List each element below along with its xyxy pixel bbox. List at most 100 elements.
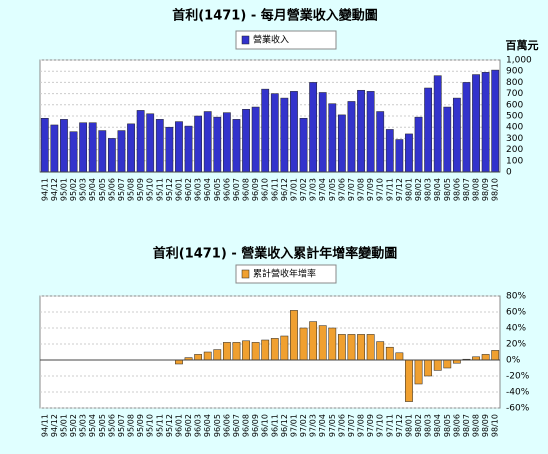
bar — [452, 97, 461, 173]
bar — [213, 116, 222, 173]
x-tick-label: 96/11 — [270, 178, 279, 201]
x-tick-label: 98/10 — [491, 414, 500, 437]
x-tick-label: 97/01 — [289, 414, 298, 437]
x-tick-label: 98/05 — [443, 178, 452, 201]
bar — [481, 72, 490, 173]
x-tick-label: 95/08 — [127, 414, 136, 437]
bar — [366, 91, 375, 173]
bar — [424, 87, 433, 173]
bar — [376, 341, 385, 361]
bar — [184, 125, 193, 173]
y-tick-label: 0 — [506, 168, 512, 178]
bar — [146, 113, 155, 173]
bar — [136, 110, 145, 173]
x-tick-label: 95/02 — [69, 178, 78, 201]
bar — [222, 112, 231, 173]
y-tick-label: -20% — [506, 372, 530, 382]
x-tick-label: 97/07 — [347, 414, 356, 437]
bar — [337, 114, 346, 173]
bar — [251, 342, 260, 361]
x-tick-label: 96/07 — [232, 178, 241, 201]
x-tick-label: 98/05 — [443, 414, 452, 437]
y-tick-label: 200 — [506, 145, 523, 155]
bar — [433, 75, 442, 173]
x-tick-label: 96/04 — [203, 414, 212, 437]
bar — [472, 74, 480, 173]
bar — [107, 138, 116, 173]
x-tick-label: 96/01 — [174, 414, 183, 437]
bar — [357, 89, 365, 173]
bar — [242, 109, 250, 173]
x-tick-label: 98/10 — [491, 178, 500, 201]
bar — [395, 352, 404, 361]
bar — [175, 359, 183, 365]
x-tick-label: 96/08 — [242, 414, 251, 437]
bar — [290, 310, 298, 361]
x-tick-label: 97/04 — [318, 178, 327, 201]
x-tick-label: 98/03 — [424, 414, 433, 437]
bar — [443, 359, 452, 369]
x-tick-label: 97/06 — [337, 414, 346, 437]
x-tick-label: 98/03 — [424, 178, 433, 201]
x-tick-label: 98/04 — [433, 414, 442, 437]
x-tick-label: 98/02 — [414, 414, 423, 437]
x-tick-label: 95/12 — [165, 414, 174, 437]
bar — [60, 119, 68, 173]
x-tick-label: 97/05 — [328, 414, 337, 437]
y-tick-label: 60% — [506, 308, 526, 318]
bar — [414, 116, 423, 173]
bar — [405, 133, 413, 173]
x-tick-label: 95/07 — [117, 414, 126, 437]
x-tick-label: 96/12 — [280, 414, 289, 437]
x-tick-label: 98/01 — [404, 178, 413, 201]
bar — [347, 334, 356, 361]
x-tick-label: 98/07 — [462, 414, 471, 437]
x-tick-label: 96/09 — [251, 178, 260, 201]
x-tick-label: 95/11 — [155, 178, 164, 201]
legend-swatch — [241, 269, 250, 279]
x-tick-label: 97/11 — [385, 178, 394, 201]
y-tick-label: 600 — [506, 100, 523, 110]
bar — [127, 123, 135, 173]
bar — [117, 130, 126, 173]
x-tick-label: 95/09 — [136, 414, 145, 437]
y-tick-label: 700 — [506, 89, 523, 99]
legend-swatch — [241, 35, 250, 45]
x-tick-label: 96/05 — [213, 414, 222, 437]
x-tick-label: 95/10 — [146, 178, 155, 201]
bar — [309, 82, 318, 173]
x-tick-label: 96/08 — [242, 178, 251, 201]
x-tick-label: 96/02 — [184, 178, 193, 201]
x-tick-label: 97/10 — [376, 178, 385, 201]
x-tick-label: 96/02 — [184, 414, 193, 437]
bar — [357, 334, 365, 361]
y-axis-label: 百萬元 — [506, 38, 539, 52]
x-tick-label: 98/02 — [414, 178, 423, 201]
x-tick-label: 95/05 — [98, 178, 107, 201]
y-tick-label: 40% — [506, 324, 526, 334]
bar — [69, 131, 78, 173]
x-tick-label: 98/09 — [481, 178, 490, 201]
x-tick-label: 97/01 — [289, 178, 298, 201]
y-tick-label: 100 — [506, 156, 523, 166]
bar — [155, 119, 164, 173]
chart-title: 首利(1471) - 營業收入累計年增率變動圖 — [153, 246, 398, 262]
x-tick-label: 97/12 — [395, 178, 404, 201]
x-tick-label: 95/12 — [165, 178, 174, 201]
x-tick-label: 98/07 — [462, 178, 471, 201]
bar — [491, 69, 500, 173]
bar — [414, 359, 423, 385]
bar — [194, 354, 203, 361]
bar — [328, 103, 337, 173]
bar — [318, 92, 327, 173]
bar — [328, 327, 337, 361]
x-tick-label: 95/03 — [79, 178, 88, 201]
x-tick-label: 96/10 — [261, 178, 270, 201]
bar — [251, 106, 260, 173]
x-tick-label: 94/11 — [40, 178, 49, 201]
x-tick-label: 96/07 — [232, 414, 241, 437]
x-tick-label: 95/06 — [107, 414, 116, 437]
bar — [165, 126, 174, 173]
bar — [261, 88, 270, 173]
y-tick-label: 300 — [506, 134, 523, 144]
